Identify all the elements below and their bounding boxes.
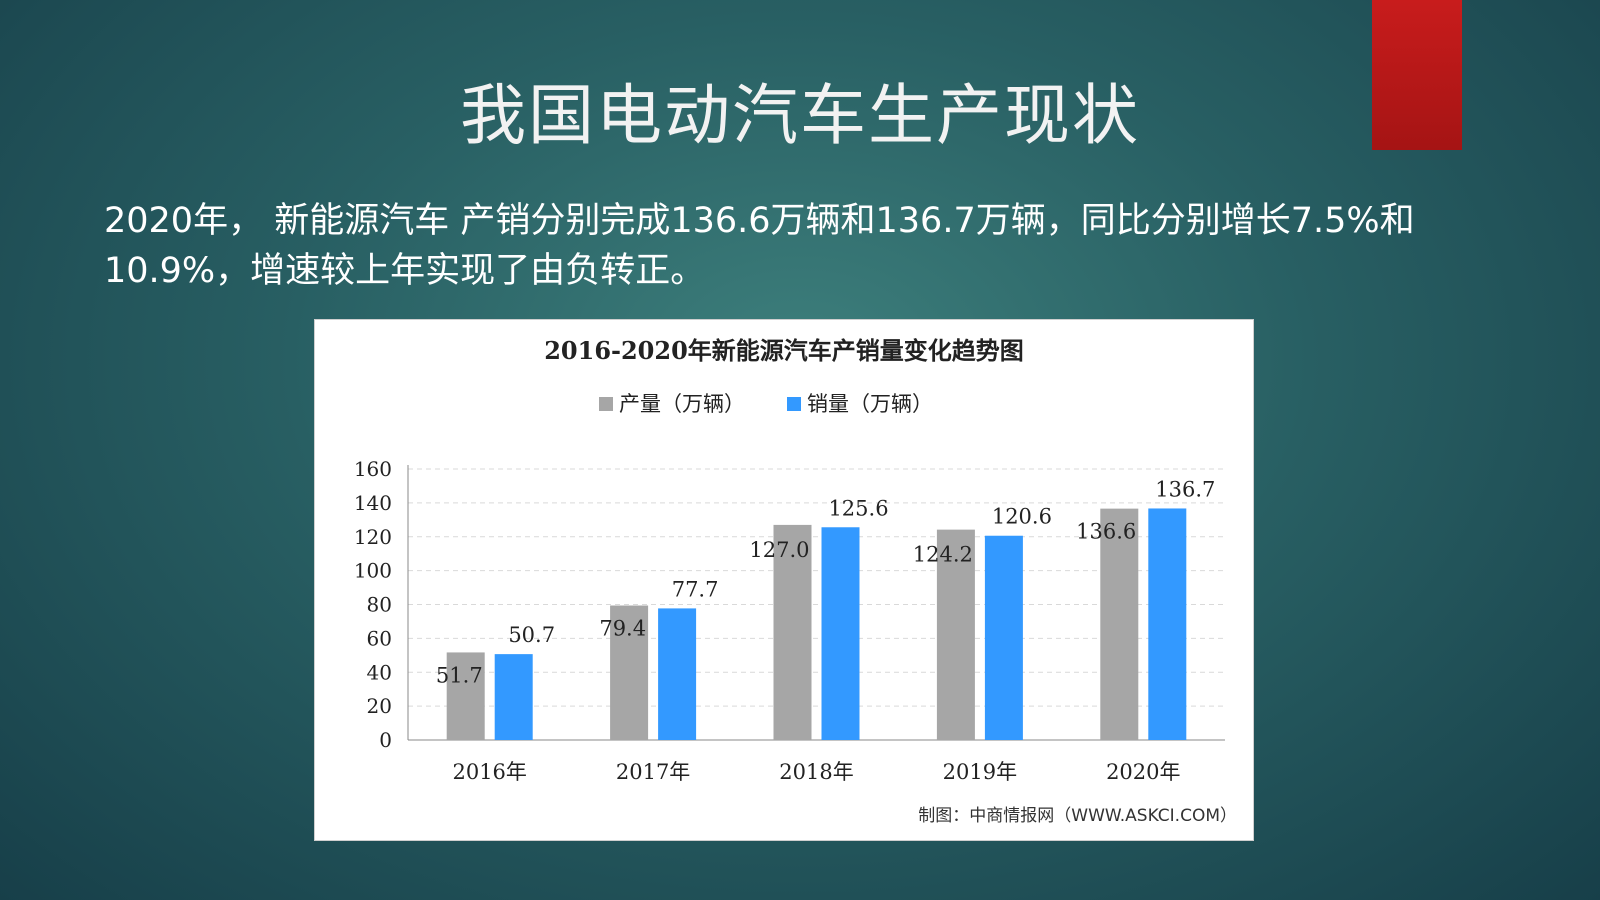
y-tick-label: 120 [354, 525, 392, 549]
data-label-sales: 120.6 [992, 505, 1052, 529]
legend: 产量（万辆） 销量（万辆） [599, 392, 933, 416]
legend-swatch-production [599, 397, 613, 411]
y-tick-labels: 0 20 40 60 80 100 120 140 160 [354, 457, 392, 752]
chart-title: 2016-2020年新能源汽车产销量变化趋势图 [544, 336, 1024, 365]
data-label-production: 124.2 [913, 543, 973, 567]
bar-chart: 2016-2020年新能源汽车产销量变化趋势图 产量（万辆） 销量（万辆） 0 2… [354, 336, 1237, 826]
y-tick-label: 160 [354, 457, 392, 481]
bar-production [610, 605, 649, 740]
data-label-production: 127.0 [749, 538, 809, 562]
y-tick-label: 60 [367, 626, 392, 650]
legend-label-production: 产量（万辆） [619, 392, 745, 416]
x-category-label: 2017年 [616, 760, 690, 784]
bar-production [773, 524, 812, 740]
y-tick-label: 20 [367, 694, 392, 718]
bar-production [936, 529, 975, 740]
legend-swatch-sales [787, 397, 801, 411]
axes [407, 465, 1225, 741]
data-label-sales: 50.7 [508, 623, 555, 647]
category-labels: 2016年 2017年 2018年 2019年 2020年 [452, 760, 1180, 784]
red-accent-tab [1372, 0, 1462, 150]
bar-production [446, 652, 485, 740]
y-tick-label: 140 [354, 491, 392, 515]
bar-sales [984, 535, 1023, 740]
data-label-sales: 125.6 [828, 496, 888, 520]
chart-source: 制图：中商情报网（WWW.ASKCI.COM） [918, 806, 1237, 826]
bar-sales [1148, 508, 1187, 740]
chart-panel: 2016-2020年新能源汽车产销量变化趋势图 产量（万辆） 销量（万辆） 0 2… [314, 319, 1254, 841]
gridlines [408, 468, 1225, 707]
bar-sales [658, 608, 697, 740]
data-label-production: 79.4 [599, 617, 646, 641]
y-tick-label: 80 [367, 593, 392, 617]
y-tick-label: 0 [379, 728, 392, 752]
data-label-production: 136.6 [1076, 520, 1136, 544]
bar-production [1100, 508, 1139, 740]
bar-sales [494, 654, 533, 740]
y-tick-label: 40 [367, 660, 392, 684]
x-category-label: 2018年 [779, 760, 853, 784]
legend-label-sales: 销量（万辆） [807, 392, 933, 416]
data-label-production: 51.7 [436, 663, 483, 687]
data-labels: 51.7 50.7 79.4 77.7 127.0 125.6 124.2 120.6 136.… [436, 477, 1215, 687]
y-tick-label: 100 [354, 559, 392, 583]
slide-body-text: 2020年， 新能源汽车 产销分别完成136.6万辆和136.7万辆，同比分别增… [104, 201, 1415, 291]
data-label-sales: 136.7 [1155, 477, 1215, 501]
bar-sales [821, 527, 860, 740]
x-category-label: 2019年 [943, 760, 1017, 784]
slide-title: 我国电动汽车生产现状 [460, 77, 1140, 154]
bars [446, 508, 1187, 740]
data-label-sales: 77.7 [672, 577, 719, 601]
x-category-label: 2016年 [452, 760, 526, 784]
x-category-label: 2020年 [1106, 760, 1180, 784]
